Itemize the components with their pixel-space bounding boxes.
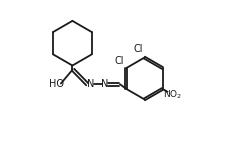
Text: N: N — [101, 79, 109, 89]
Text: HO: HO — [49, 79, 64, 89]
Text: NO$_2$: NO$_2$ — [163, 88, 182, 101]
Text: Cl: Cl — [134, 44, 143, 54]
Text: N: N — [87, 79, 94, 89]
Text: Cl: Cl — [114, 56, 124, 66]
